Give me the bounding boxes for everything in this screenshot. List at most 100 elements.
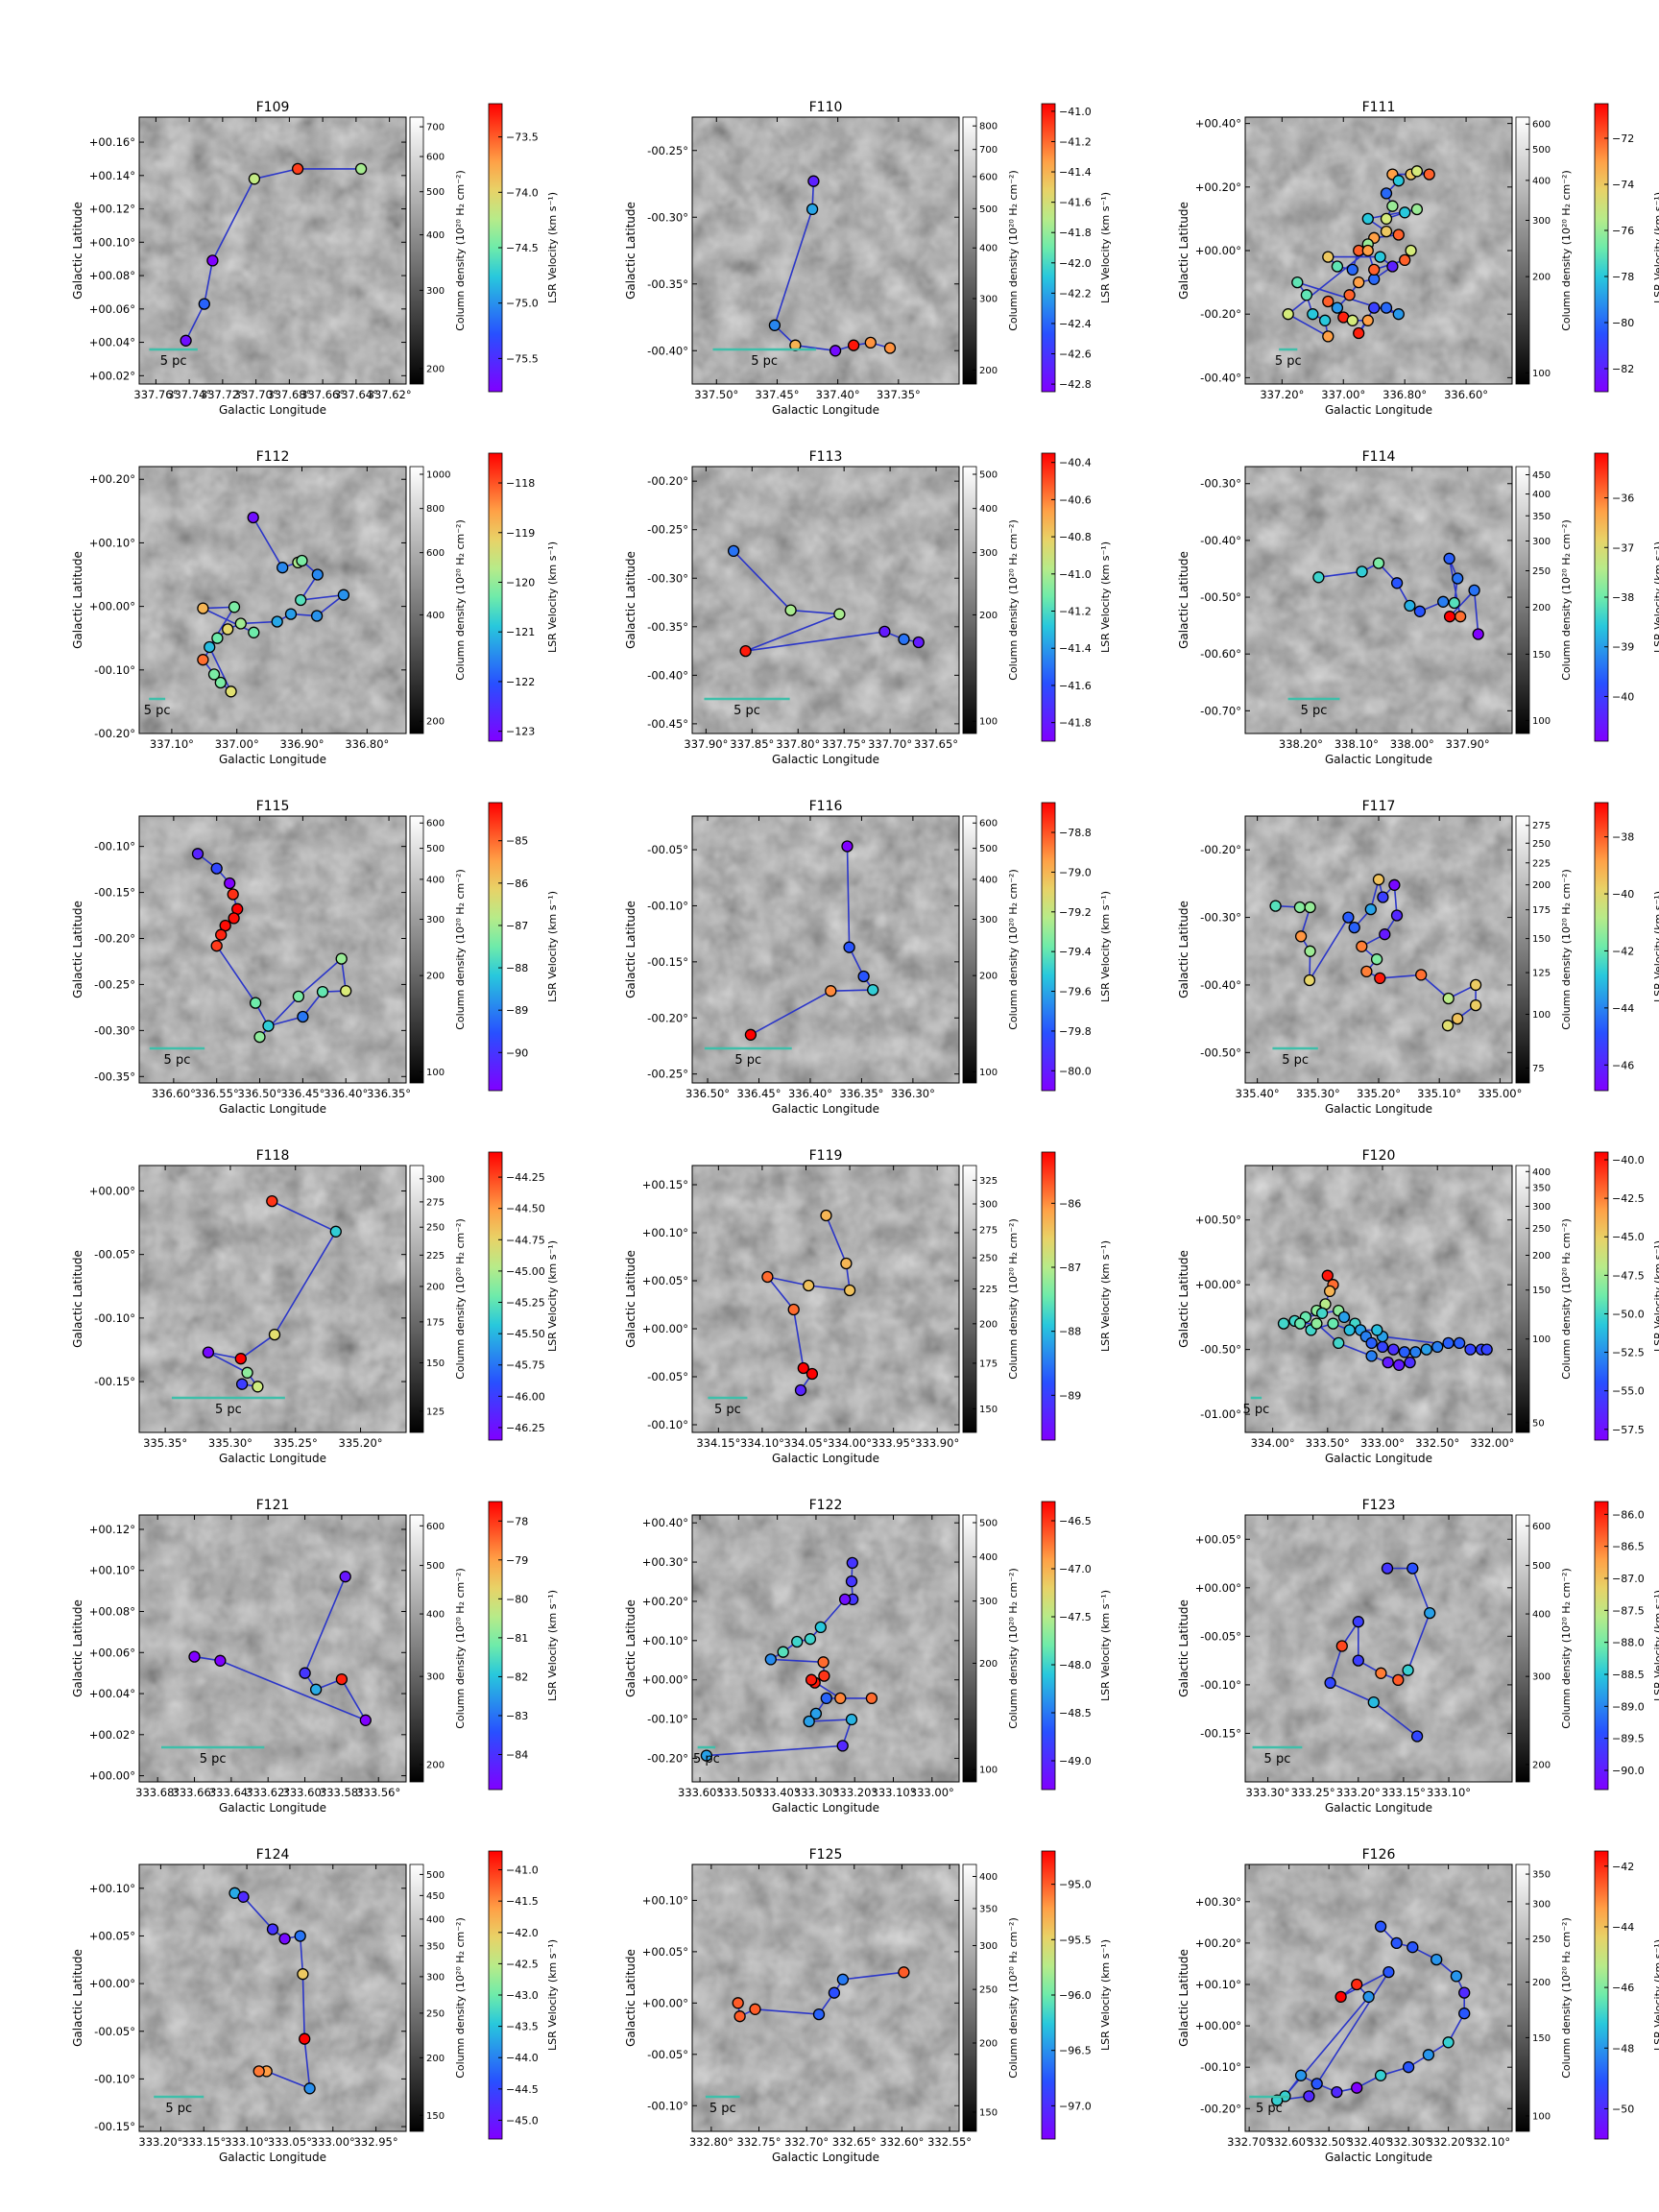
y-tick-label: -00.50° bbox=[1200, 1343, 1241, 1357]
gray-tick-label: 100 bbox=[426, 1068, 445, 1078]
velocity-point bbox=[1399, 253, 1411, 267]
velocity-point bbox=[838, 1593, 852, 1606]
gray-tick-label: 1000 bbox=[426, 469, 450, 480]
velocity-point bbox=[1269, 900, 1282, 912]
velocity-point bbox=[727, 544, 740, 558]
column-density-texture bbox=[139, 467, 406, 733]
x-axis-label: Galactic Longitude bbox=[772, 1102, 879, 1116]
x-tick-label: 337.00° bbox=[1321, 388, 1365, 401]
y-tick-label: +00.00° bbox=[642, 1996, 688, 2009]
x-tick-label: 332.40° bbox=[1347, 2135, 1391, 2149]
velocity-point bbox=[1381, 1562, 1394, 1575]
x-tick-label: 332.50° bbox=[1415, 1436, 1459, 1450]
x-tick-label: 336.60° bbox=[1444, 388, 1488, 401]
chart-f111: F111 5 pc 337.20° 337.00° 336.80° 336.60° -00.… bbox=[1177, 100, 1659, 417]
y-axis-label: Galactic Latitude bbox=[1177, 551, 1190, 649]
skeleton bbox=[228, 1887, 316, 2095]
x-tick-label: 333.30° bbox=[794, 1786, 838, 1799]
y-tick-label: -00.30° bbox=[1200, 477, 1241, 491]
velocity-point bbox=[1374, 2069, 1387, 2081]
chart-f116: F116 5 pc 336.50° 336.45° 336.40° 336.35° 336.… bbox=[624, 799, 1112, 1116]
gray-tick-label: 250 bbox=[979, 1985, 998, 1996]
gray-tick-label: 100 bbox=[1532, 2111, 1551, 2122]
velocity-point bbox=[202, 1346, 215, 1358]
velocity-tick-label: −88.0 bbox=[1612, 1637, 1645, 1649]
y-tick-label: -00.30° bbox=[647, 210, 688, 224]
velocity-point bbox=[1353, 326, 1365, 340]
velocity-point bbox=[197, 602, 209, 614]
y-tick-label: -00.15° bbox=[1200, 1726, 1241, 1740]
x-tick-label: 336.80° bbox=[1382, 388, 1427, 401]
velocity-tick-label: −88 bbox=[506, 962, 528, 974]
y-tick-label: -00.40° bbox=[647, 344, 688, 357]
velocity-tick-label: −44.5 bbox=[506, 2083, 539, 2096]
velocity-tick-label: −42.5 bbox=[1612, 1192, 1645, 1205]
velocity-tick-label: −44.75 bbox=[506, 1234, 545, 1246]
velocity-point bbox=[1380, 301, 1393, 314]
velocity-point bbox=[1334, 1990, 1347, 2004]
column-density-colorbar bbox=[409, 466, 424, 734]
velocity-point bbox=[309, 1683, 323, 1695]
gray-tick-label: 500 bbox=[979, 1518, 998, 1528]
y-tick-label: +00.16° bbox=[89, 135, 135, 149]
velocity-point bbox=[878, 625, 891, 638]
velocity-tick-label: −39 bbox=[1612, 641, 1634, 654]
velocity-point bbox=[857, 970, 870, 983]
velocity-point bbox=[768, 319, 781, 331]
velocity-point bbox=[777, 1646, 789, 1658]
gray-tick-label: 300 bbox=[979, 1597, 998, 1607]
panel-f124: F124 5 pc 333.20° 333.15° 333.10° 333.05° 333.… bbox=[0, 1839, 559, 2185]
y-tick-label: +00.08° bbox=[89, 269, 135, 282]
y-axis-label: Galactic Latitude bbox=[71, 1250, 84, 1348]
velocity-point bbox=[843, 1284, 856, 1297]
velocity-point bbox=[1368, 263, 1381, 276]
velocity-point bbox=[1423, 168, 1435, 180]
gray-tick-label: 400 bbox=[979, 244, 998, 254]
gray-tick-label: 100 bbox=[979, 1766, 998, 1776]
velocity-point bbox=[266, 1923, 279, 1936]
y-tick-label: -00.15° bbox=[94, 886, 135, 900]
y-tick-label: -00.05° bbox=[647, 1370, 688, 1383]
velocity-tick-label: −48.0 bbox=[1059, 1659, 1092, 1671]
column-density-label: Column density (10²⁰ H₂ cm⁻²) bbox=[1560, 869, 1573, 1030]
velocity-point bbox=[1374, 251, 1386, 263]
y-tick-label: +00.04° bbox=[89, 336, 135, 349]
scale-bar-label: 5 pc bbox=[714, 1403, 741, 1417]
velocity-tick-label: −41.6 bbox=[1059, 680, 1092, 692]
velocity-point bbox=[1458, 2008, 1471, 2020]
velocity-tick-label: −40 bbox=[1612, 690, 1634, 703]
x-tick-label: 335.30° bbox=[208, 1436, 252, 1450]
scale-bar-label: 5 pc bbox=[215, 1403, 242, 1417]
velocity-point bbox=[237, 1890, 250, 1903]
gray-tick-label: 300 bbox=[979, 548, 998, 559]
velocity-point bbox=[804, 1633, 817, 1646]
x-tick-label: 333.20° bbox=[832, 1786, 877, 1799]
velocity-colorbar bbox=[1041, 452, 1056, 742]
velocity-tick-label: −44.0 bbox=[506, 2052, 539, 2064]
gray-tick-label: 500 bbox=[1532, 1561, 1551, 1572]
velocity-tick-label: −82 bbox=[506, 1671, 528, 1683]
velocity-tick-label: −78 bbox=[506, 1515, 528, 1527]
skeleton bbox=[188, 1571, 372, 1726]
gray-tick-label: 150 bbox=[1532, 2033, 1551, 2044]
velocity-point bbox=[228, 912, 240, 925]
velocity-point bbox=[865, 1692, 878, 1705]
gray-tick-label: 400 bbox=[1532, 176, 1551, 186]
velocity-point bbox=[1303, 974, 1316, 987]
velocity-point bbox=[814, 1621, 827, 1634]
y-tick-label: -00.70° bbox=[1200, 704, 1241, 717]
velocity-point bbox=[296, 554, 308, 567]
panel-f116: F116 5 pc 336.50° 336.45° 336.40° 336.35° 336.… bbox=[553, 791, 1112, 1137]
skeleton bbox=[700, 1556, 878, 1762]
velocity-point bbox=[252, 2065, 265, 2078]
velocity-point bbox=[898, 633, 910, 646]
velocity-point bbox=[1382, 1965, 1395, 1979]
chart-f117: F117 5 pc 335.40° 335.30° 335.20° 335.10° 335.… bbox=[1177, 799, 1659, 1116]
y-tick-label: +00.00° bbox=[1195, 2019, 1241, 2032]
velocity-point bbox=[295, 593, 307, 607]
velocity-tick-label: −41.2 bbox=[1059, 606, 1092, 618]
y-tick-label: -00.05° bbox=[1200, 1629, 1241, 1643]
x-axis-label: Galactic Longitude bbox=[772, 2151, 879, 2164]
